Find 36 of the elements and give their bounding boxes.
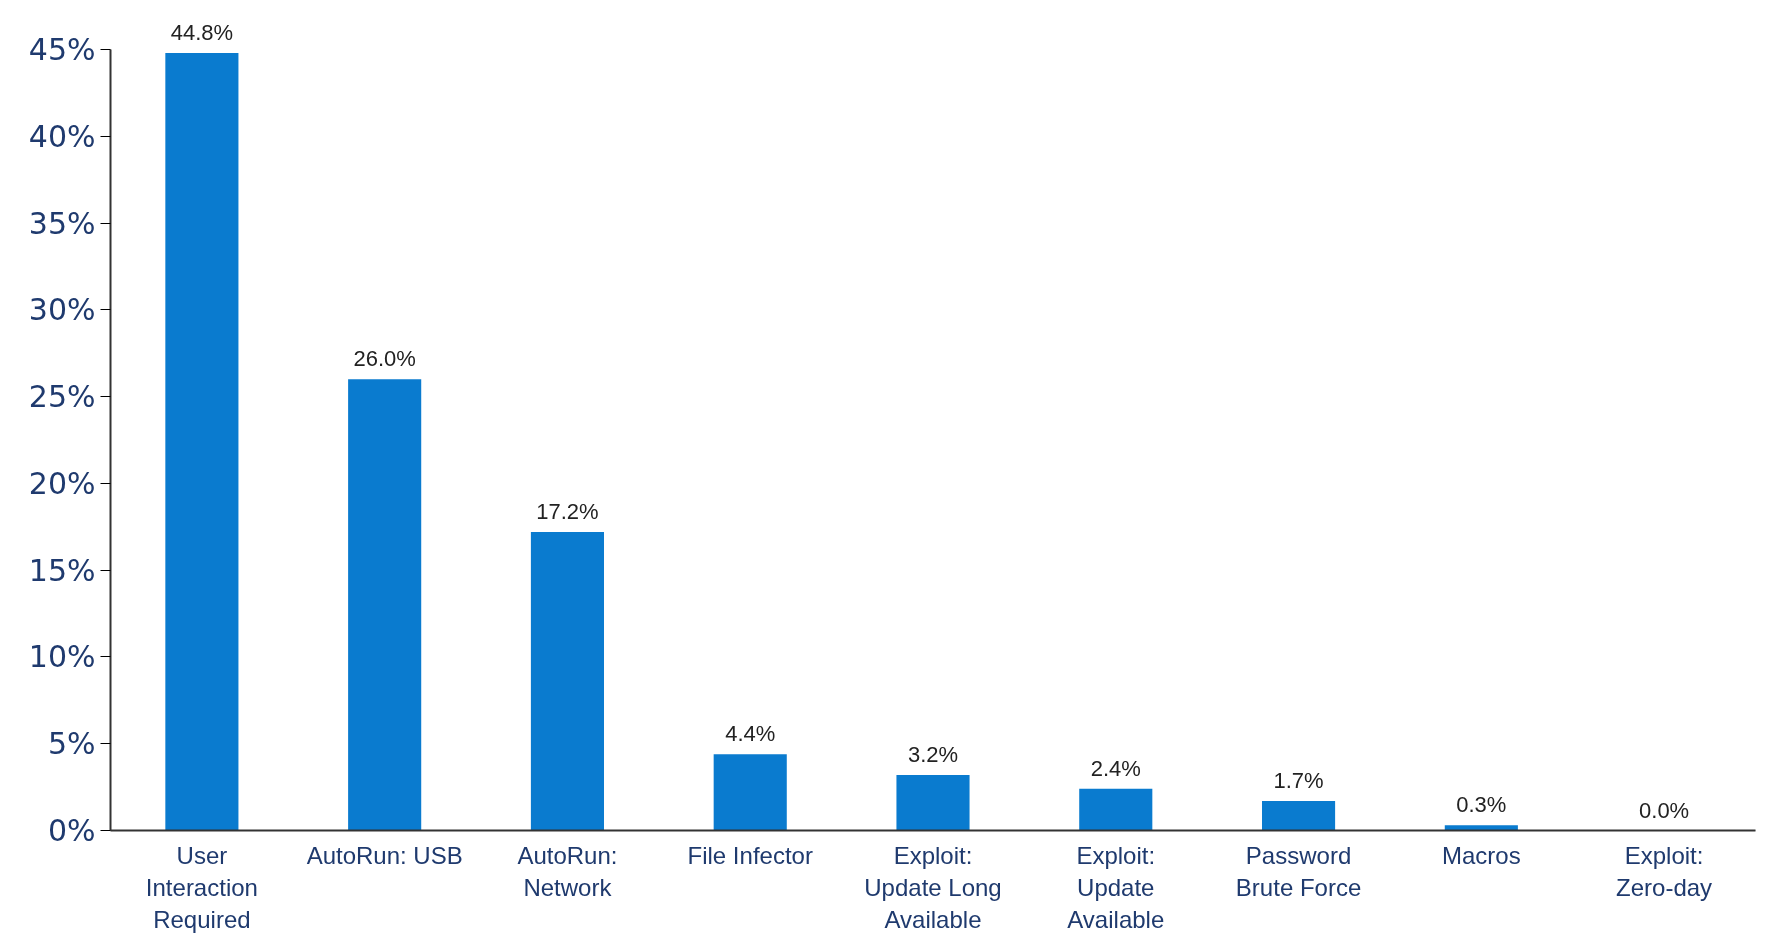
- y-tick-label: 45%: [28, 32, 96, 68]
- bar: [165, 53, 239, 831]
- data-label: 26.0%: [353, 346, 416, 372]
- bar: [1262, 801, 1336, 831]
- y-tick-label: 20%: [28, 465, 96, 501]
- y-tick-label: 5%: [47, 726, 96, 762]
- data-label: 44.8%: [170, 20, 234, 46]
- bar: [896, 774, 970, 831]
- data-label: 1.7%: [1273, 768, 1324, 793]
- x-tick-label: Macros: [1441, 841, 1521, 869]
- y-tick-label: 35%: [28, 205, 96, 241]
- y-tick-label: 15%: [28, 552, 96, 588]
- data-label: 0.0%: [1639, 797, 1690, 823]
- bar: [1079, 788, 1153, 831]
- data-label: 0.3%: [1456, 792, 1507, 818]
- data-label: 17.2%: [536, 499, 599, 524]
- bar: [530, 532, 604, 831]
- x-tick-label: AutoRun: Network: [517, 841, 618, 901]
- data-label: 2.4%: [1090, 755, 1141, 781]
- x-tick-label: AutoRun: USB: [306, 841, 463, 869]
- bar: [348, 379, 422, 831]
- x-tick-label: Exploit: Update Long Available: [864, 841, 1002, 934]
- x-tick-label: User Interaction Required: [145, 841, 258, 934]
- data-label: 4.4%: [725, 721, 776, 747]
- y-tick-label: 30%: [28, 292, 96, 328]
- x-tick-label: Exploit: Zero-day: [1616, 841, 1713, 901]
- bar: [713, 754, 787, 831]
- bar: [1444, 825, 1518, 831]
- x-tick-label: Password Brute Force: [1235, 841, 1362, 901]
- x-tick-label: File Infector: [687, 841, 813, 869]
- data-label: 3.2%: [907, 741, 959, 767]
- x-tick-label: Exploit: Update Available: [1067, 841, 1165, 934]
- y-tick-label: 40%: [28, 118, 96, 154]
- y-tick-label: 25%: [28, 379, 96, 415]
- y-tick-label: 10%: [28, 639, 96, 675]
- y-tick-label: 0%: [47, 813, 96, 848]
